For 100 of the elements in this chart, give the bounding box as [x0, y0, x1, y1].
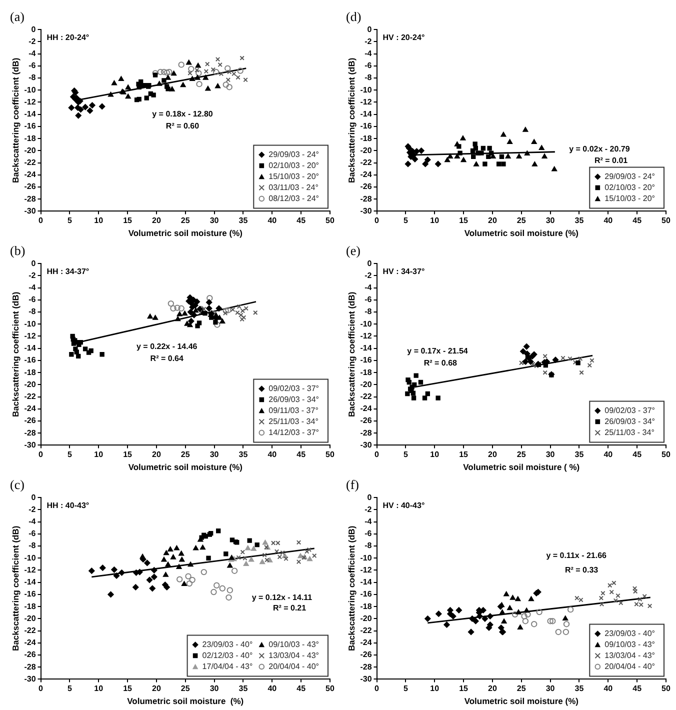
annotation: HH : 40-43°: [46, 500, 90, 510]
y-tick-label: -28: [360, 662, 372, 672]
x-tick-label: 20: [488, 216, 498, 226]
x-tick-label: 0: [374, 450, 380, 460]
x-tick-label: 5: [67, 450, 72, 460]
y-tick-label: -12: [24, 97, 36, 106]
y-tick-label: -24: [24, 170, 36, 180]
legend-label: 09/02/03 - 37°: [268, 384, 320, 393]
y-tick-label: -30: [360, 440, 372, 450]
annotation: y = 0.02x - 20.79: [569, 144, 630, 154]
legend-label: 09/10/03 - 43°: [604, 640, 656, 649]
y-tick-label: -22: [360, 392, 372, 401]
x-tick-label: 25: [180, 450, 190, 460]
legend-label: 08/12/03 - 24°: [268, 194, 320, 203]
annotation: y = 0.22x - 14.46: [136, 342, 198, 351]
y-tick-label: -12: [360, 97, 372, 106]
y-axis-title: Backscattering coefficient (dB): [346, 526, 356, 651]
y-tick-label: -28: [24, 194, 36, 204]
legend-label: 09/11/03 - 37°: [268, 406, 318, 415]
y-tick-label: -6: [364, 295, 372, 304]
x-tick-label: 35: [238, 216, 248, 226]
y-tick-label: -14: [24, 344, 36, 353]
y-tick-label: -8: [28, 73, 36, 82]
y-tick-label: -28: [360, 428, 372, 438]
x-tick-label: 30: [546, 684, 556, 694]
y-tick-label: -8: [28, 307, 36, 316]
legend-label: 23/09/03 - 40°: [604, 628, 656, 638]
annotation: R² = 0.60: [166, 122, 200, 131]
y-tick-label: -14: [24, 110, 36, 119]
x-tick-label: 45: [632, 450, 642, 460]
legend-label: 25/11/03 - 34°: [268, 416, 318, 426]
x-tick-label: 50: [662, 450, 671, 460]
x-tick-label: 15: [123, 216, 133, 226]
legend-label: 14/12/03 - 37°: [268, 428, 320, 437]
y-tick-label: -30: [360, 206, 372, 216]
x-tick-label: 25: [180, 684, 190, 694]
x-tick-label: 15: [123, 684, 133, 694]
chart-title: (b): [10, 243, 26, 258]
y-tick-label: -14: [360, 578, 372, 587]
legend-label: 13/03/04 - 43°: [268, 650, 320, 660]
x-tick-label: 20: [488, 450, 498, 460]
y-tick-label: -6: [364, 529, 372, 538]
y-axis-title: Backscattering coefficient (dB): [10, 58, 20, 183]
legend-label: 15/10/03 - 20°: [268, 172, 320, 181]
y-tick-label: -6: [28, 61, 36, 70]
x-tick-label: 20: [488, 684, 498, 694]
x-tick-label: 10: [430, 684, 440, 694]
x-tick-label: 45: [296, 450, 306, 460]
annotation: R² = 0.33: [564, 565, 599, 574]
y-tick-label: -20: [360, 380, 372, 389]
annotation: R² = 0.68: [424, 358, 458, 368]
legend-label: 17/04/04 - 43°: [202, 662, 253, 671]
x-tick-label: 10: [94, 450, 104, 460]
y-tick-label: -14: [360, 344, 372, 353]
y-tick-label: 0: [367, 24, 372, 34]
y-axis-title: Backscattering coefficient (dB): [346, 58, 356, 183]
x-tick-label: 10: [94, 216, 104, 226]
annotation: R² = 0.01: [594, 156, 628, 166]
y-tick-label: -2: [28, 36, 36, 46]
x-tick-label: 25: [516, 216, 526, 226]
x-tick-label: 45: [632, 216, 642, 226]
y-tick-label: -16: [24, 122, 36, 131]
x-tick-label: 0: [38, 450, 44, 460]
y-tick-label: -20: [360, 146, 372, 155]
y-tick-label: -18: [360, 134, 372, 143]
y-tick-label: -6: [28, 529, 36, 538]
x-tick-label: 45: [296, 684, 306, 694]
x-axis-title: Volumetric soil moisture (%): [464, 696, 579, 706]
y-tick-label: -28: [24, 428, 36, 438]
y-tick-label: -2: [28, 270, 36, 280]
x-tick-label: 40: [268, 216, 278, 226]
y-tick-label: -26: [360, 182, 372, 192]
annotation: y = 0.12x - 14.11: [252, 593, 313, 602]
legend-label: 15/10/03 - 20°: [604, 194, 656, 203]
y-tick-label: -30: [24, 440, 36, 450]
y-tick-label: 0: [31, 492, 36, 502]
legend-label: 29/09/03 - 24°: [604, 172, 656, 181]
y-tick-label: -16: [24, 590, 36, 599]
legend-label: 09/02/03 - 37°: [604, 406, 656, 415]
y-tick-label: -18: [360, 602, 372, 611]
x-tick-label: 35: [238, 684, 248, 694]
y-tick-label: -12: [24, 331, 36, 340]
y-tick-label: -28: [360, 194, 372, 204]
x-tick-label: 10: [430, 216, 440, 226]
legend-label: 25/11/03 - 34°: [604, 428, 654, 437]
y-tick-label: -20: [360, 614, 372, 623]
y-tick-label: -8: [364, 541, 372, 550]
annotation: y = 0.11x - 21.66: [546, 550, 608, 560]
x-tick-label: 15: [459, 684, 469, 694]
y-axis-title: Backscattering coefficient (dB): [346, 292, 356, 417]
y-tick-label: -30: [360, 674, 372, 684]
y-tick-label: -4: [28, 283, 36, 292]
y-tick-label: -10: [360, 553, 372, 562]
y-tick-label: -16: [360, 356, 372, 365]
y-tick-label: -10: [360, 319, 372, 328]
chart-title: (c): [10, 477, 24, 492]
y-tick-label: -22: [24, 626, 36, 635]
y-tick-label: 0: [367, 258, 372, 268]
x-tick-label: 40: [268, 450, 278, 460]
x-tick-label: 5: [403, 450, 408, 460]
